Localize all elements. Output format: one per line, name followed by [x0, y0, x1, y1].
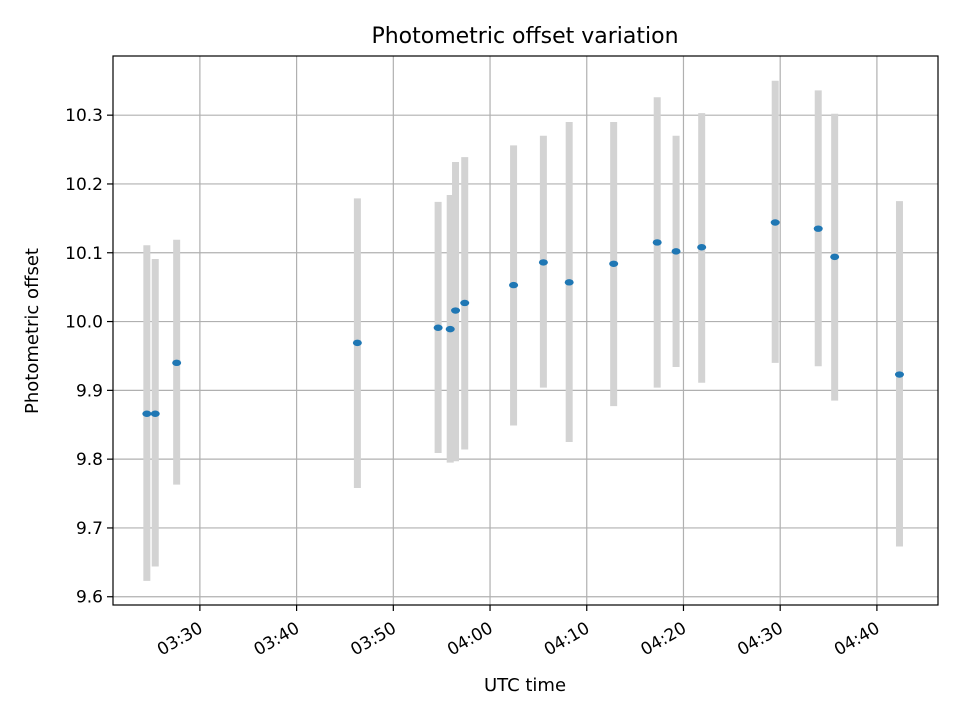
data-point: [445, 325, 455, 333]
data-point: [894, 371, 904, 378]
chart-title: Photometric offset variation: [371, 24, 678, 49]
data-point: [538, 259, 548, 266]
grid: [113, 56, 938, 605]
data-markers: [142, 219, 904, 417]
data-point: [172, 359, 182, 367]
y-tick-label: 10.1: [65, 244, 103, 264]
data-point: [652, 239, 662, 246]
y-tick-label: 9.8: [76, 450, 103, 470]
y-tick-label: 9.6: [76, 588, 103, 608]
data-point: [564, 279, 574, 286]
y-tick-label: 9.9: [76, 381, 103, 401]
data-point: [433, 324, 443, 331]
data-point: [671, 248, 681, 255]
data-point: [830, 253, 840, 261]
x-axis-label: UTC time: [484, 675, 566, 696]
y-axis-ticks: 9.6 9.7 9.8 9.9 10.0 10.1 10.2 10.3: [65, 106, 113, 608]
data-point: [150, 410, 160, 417]
plot-frame: [112, 55, 939, 606]
data-point: [509, 281, 519, 289]
data-point: [352, 339, 362, 347]
y-tick-label: 10.2: [65, 175, 103, 195]
data-point: [813, 225, 823, 232]
data-point: [460, 299, 470, 307]
data-point: [770, 219, 780, 226]
data-point: [451, 307, 461, 314]
y-axis-label: Photometric offset: [22, 248, 43, 414]
data-point: [697, 244, 707, 251]
data-point: [609, 260, 619, 267]
data-point: [142, 410, 152, 417]
y-tick-label: 9.7: [76, 519, 103, 539]
y-tick-label: 10.0: [65, 313, 103, 333]
y-tick-label: 10.3: [65, 106, 103, 126]
